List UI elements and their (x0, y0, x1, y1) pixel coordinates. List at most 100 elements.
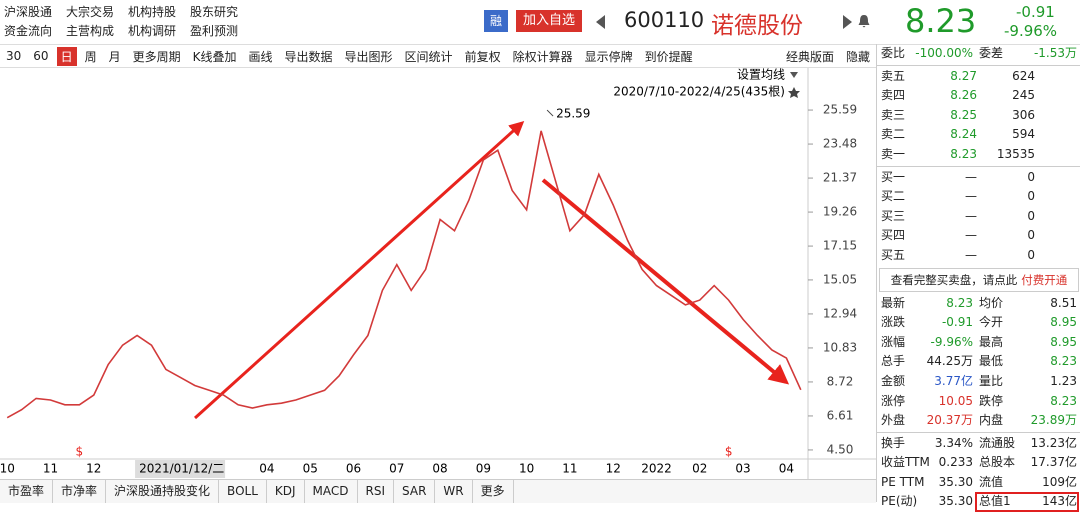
notice-link[interactable]: 付费开通 (1021, 272, 1068, 287)
toolbar-item[interactable]: 周 (84, 49, 97, 64)
value: 44.25万 (926, 354, 973, 369)
label: 收益TTM (881, 455, 930, 470)
x-tick-label: 06 (346, 462, 361, 476)
nav-link[interactable]: 盈利预测 (190, 24, 239, 38)
label: 跌停 (979, 393, 1004, 408)
toolbar-item[interactable]: 30 (6, 49, 22, 63)
x-tick-label: 03 (735, 462, 750, 476)
x-tick-label: 09 (476, 462, 491, 476)
order-book-row: 买三 — 0 (877, 207, 1080, 227)
price-line (6, 130, 802, 419)
toolbar-item[interactable]: 日 (56, 46, 77, 66)
price: 8.25 (950, 107, 977, 122)
price: — (965, 228, 977, 243)
y-tick-label: 25.59 (823, 103, 857, 117)
indicator-tab[interactable]: 市净率 (53, 480, 107, 503)
order-book-row: 买四 — 0 (877, 226, 1080, 246)
value: 1.23 (1050, 373, 1077, 388)
label: 外盘 (881, 413, 906, 428)
value: 8.23 (1050, 393, 1077, 408)
x-tick-label: 02 (692, 462, 707, 476)
level: 买一 (881, 169, 906, 184)
volume: 0 (1027, 169, 1035, 184)
value: 8.23 (946, 295, 973, 310)
value: 17.37亿 (1030, 455, 1077, 470)
ma-settings[interactable]: 设置均线 (737, 68, 785, 82)
toolbar-item[interactable]: 区间统计 (404, 49, 453, 64)
nav-link[interactable]: 机构持股 (128, 5, 177, 19)
toolbar-item[interactable]: 除权计算器 (512, 49, 573, 64)
level: 卖四 (881, 88, 906, 103)
toolbar-item[interactable]: 月 (108, 49, 121, 64)
indicator-tabs: 市盈率 市净率 沪深股通持股变化 BOLL KDJ MACD RSI SAR WR 更多 (0, 479, 876, 503)
value: -1.53万 (1033, 46, 1077, 60)
x-tick-label: 07 (389, 462, 404, 476)
nav-link[interactable]: 主营构成 (66, 24, 115, 38)
toolbar-item[interactable]: 经典版面 (785, 49, 834, 64)
price-change: -0.91 (1016, 3, 1055, 21)
x-tick-label: 11 (562, 462, 577, 476)
y-tick-label: 19.26 (823, 205, 857, 219)
range-label: 2020/7/10-2022/4/25(435根) (613, 85, 785, 99)
toolbar-item[interactable]: 隐藏 (845, 49, 870, 64)
value: -0.91 (941, 315, 973, 330)
stat-row: 涨跌 -0.91 今开 8.95 (877, 313, 1080, 333)
indicator-tab[interactable]: KDJ (267, 480, 305, 503)
level: 卖五 (881, 68, 906, 83)
toolbar-item[interactable]: 画线 (248, 49, 273, 64)
separator (877, 431, 1080, 433)
nav-link[interactable]: 资金流向 (4, 24, 53, 38)
pin-icon[interactable] (788, 87, 800, 98)
indicator-tab[interactable]: 市盈率 (0, 480, 54, 503)
toolbar-item[interactable]: 到价提醒 (644, 49, 693, 64)
x-tick-label: 10 (0, 462, 15, 476)
peak-label: 25.59 (556, 107, 590, 121)
level: 买三 (881, 208, 906, 223)
indicator-tab[interactable]: MACD (305, 480, 358, 503)
indicator-tab[interactable]: SAR (394, 480, 436, 503)
label: 今开 (979, 315, 1004, 330)
toolbar-item[interactable]: 60 (33, 49, 49, 63)
indicator-tab[interactable]: RSI (358, 480, 395, 503)
nav-link[interactable]: 机构调研 (128, 24, 177, 38)
volume: 245 (1012, 88, 1035, 103)
toolbar-item[interactable]: 导出数据 (284, 49, 333, 64)
indicator-tab[interactable]: WR (435, 480, 473, 503)
toolbar-item[interactable]: 导出图形 (344, 49, 393, 64)
x-tick-label: 2021/01/12/二 (139, 462, 224, 476)
value: -9.96% (930, 334, 973, 349)
label: 涨幅 (881, 334, 906, 349)
nav-link[interactable]: 大宗交易 (66, 5, 115, 19)
toolbar-item[interactable]: K线叠加 (192, 49, 237, 64)
stat-row: 外盘 20.37万 内盘 23.89万 (877, 411, 1080, 431)
indicator-tab[interactable]: 更多 (473, 480, 514, 503)
x-tick-label: 11 (43, 462, 58, 476)
crosshair-date-box (135, 460, 226, 478)
label: 换手 (881, 435, 906, 450)
nav-link[interactable]: 沪深股通 (4, 5, 53, 19)
indicator-tab[interactable]: 沪深股通持股变化 (106, 480, 220, 503)
margin-badge: 融 (484, 10, 508, 32)
label: 委比 (881, 46, 906, 60)
toolbar-item[interactable]: 更多周期 (132, 49, 181, 64)
add-watchlist-button[interactable]: 加入自选 (516, 10, 582, 32)
y-tick-label: 15.05 (823, 272, 857, 286)
next-stock[interactable] (843, 15, 852, 29)
y-tick-label: 12.94 (823, 306, 857, 320)
label: 内盘 (979, 413, 1004, 428)
label: 总股本 (979, 455, 1016, 470)
value: 109亿 (1042, 474, 1077, 489)
volume: 0 (1027, 208, 1035, 223)
prev-stock[interactable] (596, 15, 605, 29)
order-book-row: 卖五 8.27 624 (877, 67, 1080, 87)
indicator-tab[interactable]: BOLL (219, 480, 267, 503)
toolbar-item[interactable]: 显示停牌 (584, 49, 633, 64)
nav-link[interactable]: 股东研究 (190, 5, 239, 19)
toolbar-item[interactable]: 前复权 (464, 49, 501, 64)
y-tick-label: 8.72 (827, 374, 854, 388)
x-tick-label: 2022 (641, 462, 672, 476)
label: 涨停 (881, 393, 906, 408)
order-book-row: 买二 — 0 (877, 187, 1080, 207)
alert-bell[interactable] (858, 14, 870, 28)
level: 买五 (881, 247, 906, 262)
